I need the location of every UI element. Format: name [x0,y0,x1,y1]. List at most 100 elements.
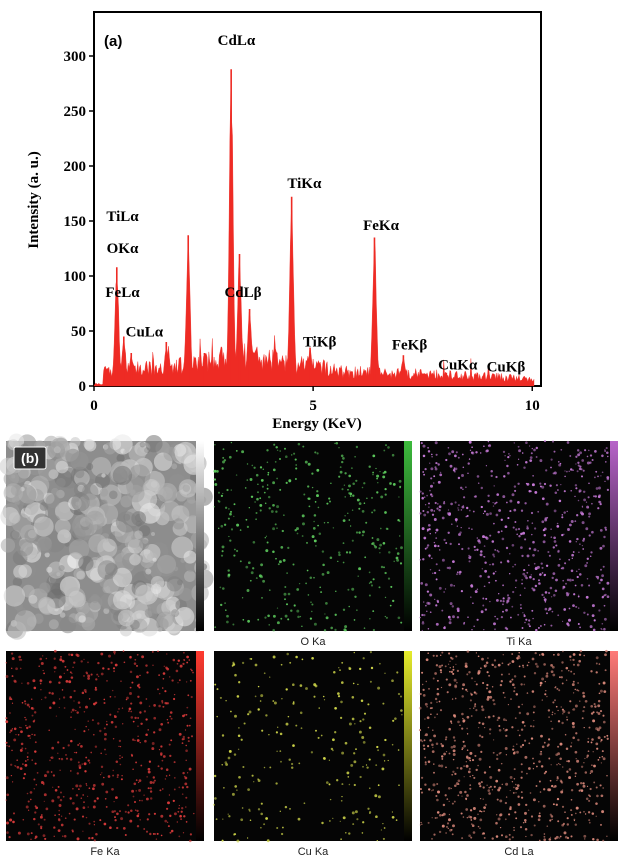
map-dot [349,495,352,497]
map-dot [457,720,460,724]
map-dot [44,774,47,778]
map-dot [368,582,371,584]
map-dot [280,832,284,836]
map-dot [334,442,336,445]
map-dot [99,729,102,733]
sem-texture [103,608,110,614]
map-dot [583,834,587,838]
map-dot [584,699,588,703]
map-dot [427,726,430,729]
map-dot [569,659,572,661]
map-dot [524,819,527,822]
map-dot [577,499,580,502]
map-dot [586,557,589,560]
map-dot [522,612,524,614]
map-dot [465,797,468,800]
map-dot [440,654,442,656]
map-dot [342,519,346,522]
map-dot [358,667,362,671]
map-dot [580,789,584,792]
map-dot [548,788,552,792]
map-dot [447,615,451,619]
map-dot [448,752,451,755]
map-dot [43,800,45,803]
map-dot [489,695,493,699]
map-dot [537,626,540,629]
map-dot [178,732,182,736]
map-dot [556,489,559,491]
map-dot [103,737,107,741]
map-dot [228,535,230,538]
map-dot [512,590,515,594]
map-dot [58,675,62,679]
map-dot [504,801,508,805]
map-dot [598,726,602,730]
map-dot [479,574,482,578]
map-dot [136,739,140,742]
map-dot [473,545,476,549]
map-dot [470,715,473,717]
map-dot [574,688,577,691]
map-dot [380,495,384,499]
map-dot [70,716,72,718]
map-dot [464,662,468,666]
map-dot [24,702,27,705]
map-dot [596,794,599,798]
map-dot [391,743,394,746]
map-dot [472,831,476,834]
map-dot [48,691,51,695]
map-dot [283,514,285,516]
map-dot [342,561,345,564]
map-dot [570,809,573,812]
map-dot [507,596,511,600]
map-dot [250,495,254,499]
map-dot [46,770,50,774]
map-dot [175,669,179,673]
map-dot [431,557,433,559]
map-dot [152,664,154,666]
map-dot [504,818,507,821]
map-dot [584,757,586,760]
map-dot [435,563,438,566]
map-dot [548,554,551,557]
map-dot [311,610,313,613]
map-dot [426,610,428,613]
map-dot [341,795,343,798]
map-dot [473,705,477,708]
map-dot [597,712,601,715]
map-dot [475,768,478,772]
map-dot [564,470,566,472]
sem-texture [178,479,198,498]
map-dot [183,815,186,818]
map-dot [532,588,536,592]
map-dot [561,823,565,827]
map-dot [466,650,470,653]
map-dot [43,672,45,675]
map-dot [169,831,172,834]
map-dot [254,501,256,503]
map-dot [436,503,439,505]
map-dot [459,486,463,490]
map-dot [396,671,399,674]
map-dot [103,776,105,779]
map-dot [449,464,453,468]
map-dot [78,742,81,745]
map-dot [496,814,498,816]
map-dot [221,839,224,842]
map-dot [45,807,49,811]
map-dot [476,475,480,478]
map-dot [384,596,387,599]
map-dot [73,818,76,821]
map-dot [432,783,436,787]
map-dot [435,664,439,667]
map-dot [432,482,435,484]
map-dot [173,693,176,696]
map-dot [93,824,96,826]
map-dot [495,579,497,582]
map-dot [562,650,564,653]
map-dot [445,825,449,828]
map-dot [421,621,425,625]
map-dot [116,776,119,778]
map-dot [38,665,40,667]
sem-texture [166,576,182,592]
